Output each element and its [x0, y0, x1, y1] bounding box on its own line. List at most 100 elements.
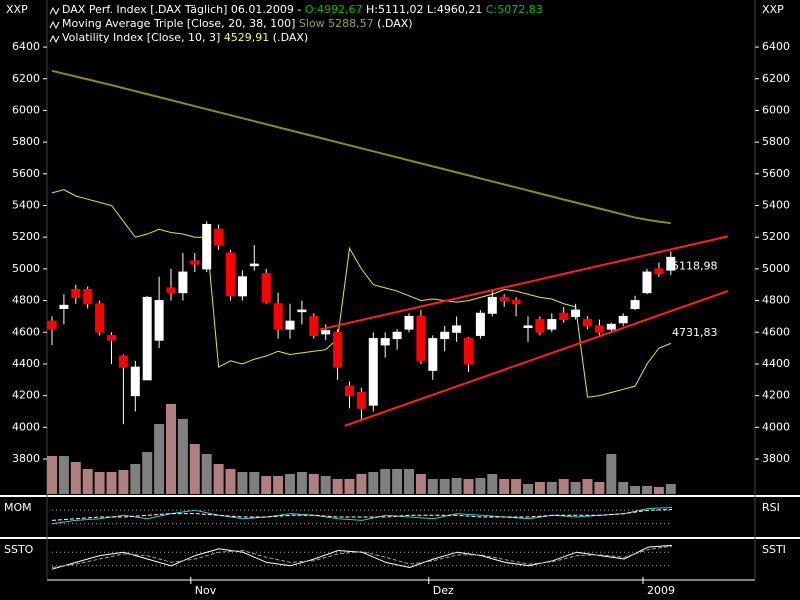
candle-body [226, 252, 235, 297]
candle-body [594, 325, 604, 333]
candle-body [71, 288, 81, 298]
volume-bar [261, 476, 272, 494]
candle-body [202, 224, 212, 270]
candle-body [285, 320, 295, 330]
volume-bar [558, 479, 569, 494]
indicator-line [51, 189, 671, 398]
volume-bar [618, 482, 629, 494]
candle-body [154, 300, 164, 341]
volume-bar [332, 479, 343, 494]
legend-text: Moving Average Triple [Close, 20, 38, 10… [62, 17, 299, 30]
candle-body [559, 312, 569, 321]
volume-bar [154, 424, 165, 494]
volume-bar [392, 469, 403, 494]
candle-body [404, 315, 414, 330]
volume-bar [237, 472, 248, 494]
y-tick-label-right: 5400 [762, 199, 790, 212]
volume-bar [463, 479, 474, 494]
volume-bar [630, 486, 641, 494]
y-tick-label: 6000 [12, 103, 40, 116]
candle-body [273, 303, 283, 330]
y-tick-label: 4000 [12, 420, 40, 433]
candle-body [47, 320, 57, 330]
volume-bar [70, 462, 81, 494]
candle-body [547, 319, 557, 330]
volume-bar [285, 474, 295, 494]
y-tick-label-right: 3800 [762, 452, 790, 465]
candle-body [535, 319, 545, 333]
y-tick-label-right: 4600 [762, 325, 790, 338]
y-tick-label-right: 4000 [762, 420, 790, 433]
candle-body [618, 315, 628, 324]
candle-body [83, 288, 93, 305]
y-tick-label: 4600 [12, 325, 40, 338]
volume-bar [142, 452, 153, 494]
y-tick-label: 5600 [12, 167, 40, 180]
candle-body [309, 315, 319, 336]
trendline-label: 5118,98 [672, 259, 718, 272]
volume-bar [118, 470, 129, 494]
legend-icon [49, 20, 60, 30]
volume-bar [106, 472, 117, 494]
candle-body [666, 256, 676, 271]
y-tick-label-right: 6000 [762, 103, 790, 116]
y-tick-label: 5000 [12, 262, 40, 275]
legend-text: Volatility Index [Close, 10, 3] [62, 31, 224, 44]
candle-body [380, 338, 390, 346]
candle-body [416, 315, 426, 362]
legend-text: O:4992,67 [305, 3, 363, 16]
candle-body [654, 268, 664, 275]
volume-bar [177, 419, 188, 494]
legend-icon [49, 6, 60, 16]
candle-body [499, 296, 509, 302]
y-tick-label-right: 4800 [762, 294, 790, 307]
volume-bar [58, 456, 69, 494]
x-tick-label: Dez [433, 584, 454, 597]
volume-bar [47, 456, 57, 494]
volume-bar [296, 472, 307, 494]
volume-bar [451, 478, 462, 494]
panel-line [51, 544, 673, 570]
panel-label-right: SSTI [762, 543, 786, 556]
panel-line [51, 509, 673, 521]
candle-body [487, 296, 497, 314]
volume-bar [94, 472, 105, 494]
candle-body [118, 355, 128, 368]
y-tick-label-right: 6200 [762, 72, 790, 85]
candle-body [583, 319, 592, 327]
y-tick-label-right: 5000 [762, 262, 790, 275]
candle-body [606, 323, 616, 330]
volume-bar [582, 479, 593, 494]
y-tick-label-right: 4400 [762, 357, 790, 370]
legend-text: (.DAX) [269, 31, 308, 44]
volume-bar [523, 484, 533, 494]
candle-body [642, 271, 652, 294]
volume-bar [380, 469, 391, 494]
candle-body [464, 338, 473, 365]
volume-bar [213, 464, 224, 494]
candle-body [571, 309, 581, 317]
panel-line [51, 545, 673, 568]
candle-body [452, 325, 462, 333]
y-tick-label-right: 4200 [762, 389, 790, 402]
y-tick-label: 5800 [12, 135, 40, 148]
volume-bar [320, 476, 331, 494]
legend-text: H:5111,02 L:4960,21 [363, 3, 486, 16]
indicator-line [51, 69, 671, 225]
candle-body [392, 331, 402, 340]
y-tick-label-right: 5800 [762, 135, 790, 148]
volume-bar [308, 474, 319, 494]
legend-text: C:5072,83 [486, 3, 543, 16]
y-tick-label-right: 6400 [762, 40, 790, 53]
volume-bar [534, 482, 545, 494]
legend-text: 4529,91 [224, 31, 270, 44]
y-tick-label-right: 5600 [762, 167, 790, 180]
volume-bar [356, 474, 367, 494]
candle-body [142, 296, 152, 381]
volume-bar [511, 479, 522, 494]
trendline [344, 290, 729, 427]
volume-bar [344, 479, 355, 494]
volume-bar [201, 454, 212, 494]
y-tick-label: 4400 [12, 357, 40, 370]
